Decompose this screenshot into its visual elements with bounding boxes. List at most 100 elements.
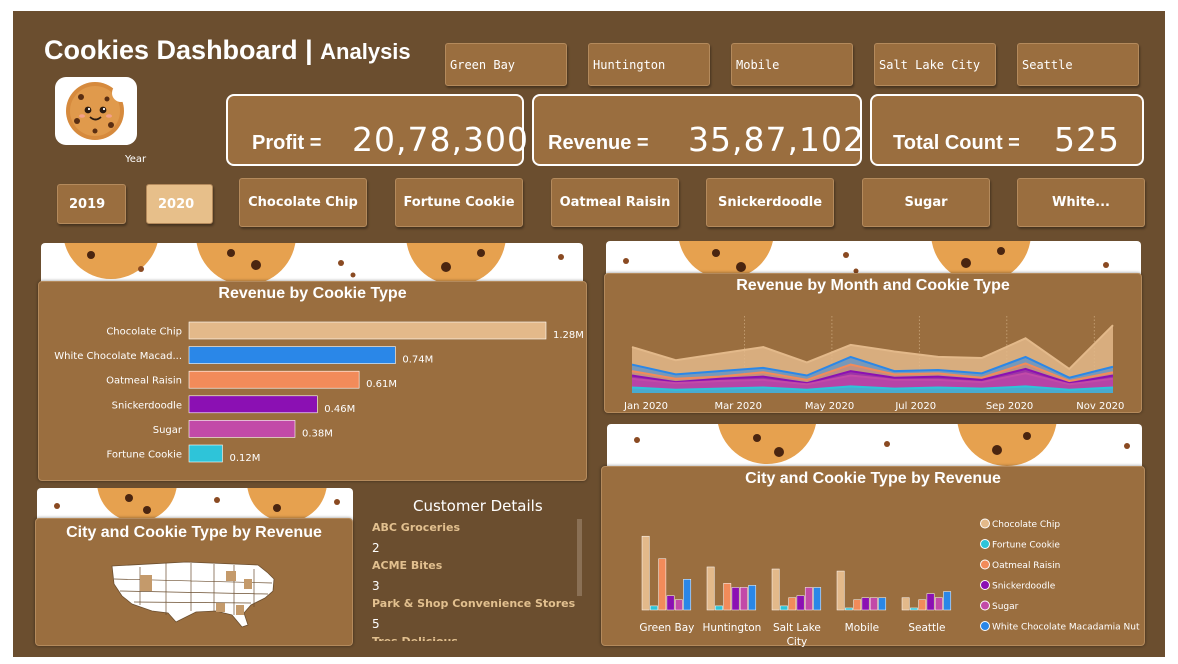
customer-count: 5 <box>372 617 380 631</box>
bar-category-label: Snickerdoodle <box>112 400 182 411</box>
x-tick-label: Jul 2020 <box>894 401 936 412</box>
city-slicer-green-bay[interactable]: Green Bay <box>445 43 567 86</box>
list-item: ACME Bites 3 <box>372 559 582 597</box>
city-slicer-seattle[interactable]: Seattle <box>1017 43 1139 86</box>
bar-value-label: 1.28M <box>553 330 584 341</box>
bar-sugar <box>739 587 748 611</box>
type-slicer-white-chocolate[interactable]: White... <box>1017 178 1145 227</box>
bar-chocolate-chip <box>836 570 845 611</box>
title-subtitle: Analysis <box>320 39 411 64</box>
legend-label: White Chocolate Macadamia Nut <box>992 623 1140 633</box>
customer-name: Park & Shop Convenience Stores <box>372 597 576 610</box>
bar-chocolate-chip <box>901 597 910 611</box>
dashboard-canvas: Cookies Dashboard | Analysis Year Green … <box>13 11 1165 657</box>
list-item: Park & Shop Convenience Stores 5 <box>372 597 582 635</box>
customer-list[interactable]: ABC Groceries 2 ACME Bites 3 Park & Shop… <box>372 521 582 641</box>
bar-snickerdoodle <box>926 593 935 611</box>
x-tick-label: Sep 2020 <box>986 401 1033 412</box>
customer-name: ACME Bites <box>372 559 443 572</box>
x-tick-label: Mar 2020 <box>714 401 762 412</box>
year-slicer-label: Year <box>125 154 147 165</box>
legend-label: Oatmeal Raisin <box>992 561 1060 571</box>
type-slicer-fortune-cookie[interactable]: Fortune Cookie <box>395 178 523 227</box>
type-slicer-sugar[interactable]: Sugar <box>862 178 990 227</box>
page-title: Cookies Dashboard | Analysis <box>44 35 411 66</box>
chart-title: Revenue by Cookie Type <box>218 285 407 302</box>
bar-sugar <box>188 420 296 438</box>
legend-marker <box>980 600 990 611</box>
legend-label: Fortune Cookie <box>992 541 1060 551</box>
x-tick-label: Green Bay <box>639 622 694 634</box>
city-map-panel: City and Cookie Type by Revenue <box>35 518 353 646</box>
kpi-total-count-card: Total Count = 525 <box>870 94 1144 166</box>
bar-white-chocolate-macadamia-nut <box>943 591 952 611</box>
customer-name: ABC Groceries <box>372 521 460 534</box>
kpi-revenue-label: Revenue = <box>548 132 649 154</box>
kpi-profit-card: Profit = 20,78,300 <box>226 94 528 166</box>
legend-label: Sugar <box>992 602 1019 612</box>
bar-value-label: 0.46M <box>324 404 355 415</box>
bar-oatmeal-raisin <box>658 558 667 611</box>
bar-category-label: Fortune Cookie <box>107 450 183 461</box>
customer-count: 2 <box>372 541 380 555</box>
city-slicer-mobile[interactable]: Mobile <box>731 43 853 86</box>
bar-value-label: 0.12M <box>229 453 260 464</box>
kpi-total-count-value: 525 <box>1054 120 1120 159</box>
type-slicer-oatmeal-raisin[interactable]: Oatmeal Raisin <box>551 178 679 227</box>
legend-marker <box>980 518 990 529</box>
list-item: ABC Groceries 2 <box>372 521 582 559</box>
legend-label: Snickerdoodle <box>992 582 1056 592</box>
x-tick-label: Jan 2020 <box>623 401 668 412</box>
bar-oatmeal-raisin <box>723 583 732 611</box>
bar-chocolate-chip <box>706 566 715 611</box>
kpi-revenue-card: Revenue = 35,87,102 <box>532 94 865 166</box>
grouped-bar-chart: Green Bay Huntington Salt Lake City Mobile Se… <box>639 518 1140 647</box>
x-tick-label: May 2020 <box>805 401 854 412</box>
customer-count: 3 <box>372 579 380 593</box>
customer-name: Tres Delicious <box>372 635 582 641</box>
title-separator: | <box>305 35 313 65</box>
legend-marker <box>980 539 990 549</box>
revenue-by-cookie-type-panel: Revenue by Cookie Type Chocolate Chip 1.2… <box>38 281 587 481</box>
x-tick-label: Huntington <box>703 622 762 634</box>
bar-chart: Chocolate Chip 1.28M White Chocolate Macad… <box>54 321 584 464</box>
bar-category-label: Chocolate Chip <box>106 327 182 338</box>
customer-details-title: Customer Details <box>413 497 543 515</box>
bar-oatmeal-raisin <box>788 597 797 611</box>
legend-label: Chocolate Chip <box>992 520 1060 530</box>
bar-fortune-cookie <box>188 444 223 463</box>
bar-oatmeal-raisin <box>188 370 360 389</box>
year-slicer-2020[interactable]: 2020 <box>146 184 213 224</box>
revenue-by-month-panel: Revenue by Month and Cookie Type Jan 202… <box>604 273 1142 413</box>
bar-white-chocolate-macadamia-nut <box>878 597 887 611</box>
line-white-chocolate-macadamia-nut <box>631 355 1114 379</box>
chart-title: Revenue by Month and Cookie Type <box>736 277 1010 294</box>
bar-white-chocolate-macadamia-nut <box>188 346 396 364</box>
line-chocolate-chip <box>631 324 1114 371</box>
bar-snickerdoodle <box>731 587 740 611</box>
type-slicer-chocolate-chip[interactable]: Chocolate Chip <box>239 178 367 227</box>
type-slicer-snickerdoodle[interactable]: Snickerdoodle <box>706 178 834 227</box>
kpi-revenue-value: 35,87,102 <box>688 120 865 159</box>
title-main: Cookies Dashboard <box>44 35 298 65</box>
line-oatmeal-raisin <box>631 362 1114 383</box>
bar-fortune-cookie <box>845 607 853 611</box>
customer-list-scrollbar[interactable] <box>577 519 582 596</box>
year-slicer-2019[interactable]: 2019 <box>57 184 126 224</box>
bar-white-chocolate-macadamia-nut <box>813 587 822 611</box>
x-tick-label: Salt Lake <box>773 622 821 634</box>
city-slicer-salt-lake-city[interactable]: Salt Lake City <box>874 43 996 86</box>
x-tick-label: Seattle <box>908 622 945 634</box>
bar-white-chocolate-macadamia-nut <box>748 585 757 611</box>
bar-snickerdoodle <box>666 595 675 611</box>
legend-marker <box>980 621 990 631</box>
bar-oatmeal-raisin <box>918 599 927 611</box>
legend-marker <box>980 559 990 570</box>
bar-category-label: Sugar <box>153 425 183 436</box>
cookie-logo <box>55 77 137 145</box>
bar-fortune-cookie <box>780 605 788 611</box>
city-slicer-huntington[interactable]: Huntington <box>588 43 710 86</box>
bar-white-chocolate-macadamia-nut <box>683 579 692 611</box>
bar-value-label: 0.61M <box>366 379 397 390</box>
us-map[interactable] <box>36 519 354 647</box>
